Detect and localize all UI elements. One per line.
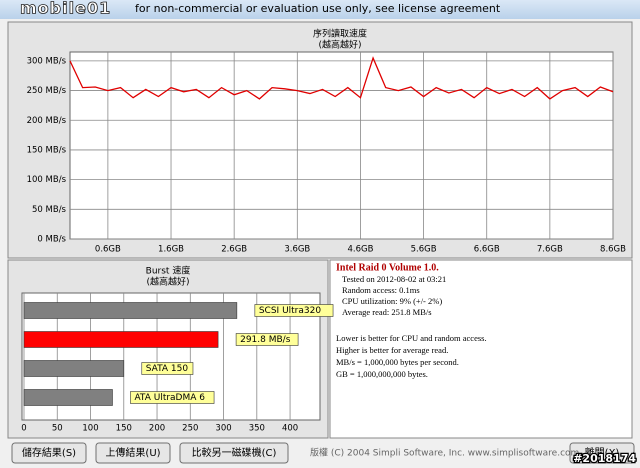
label-box [235, 333, 299, 346]
x-tick-label: 50 [52, 424, 63, 434]
button[interactable] [179, 442, 289, 464]
x-tick-label: 0 [21, 424, 26, 434]
x-tick-label: 250 [182, 424, 198, 434]
label-box [141, 362, 194, 375]
y-tick-label: 50 MB/s [32, 205, 67, 215]
info-line: Tested on 2012-08-02 at 03:21 [342, 274, 446, 284]
x-tick-label: 0.6GB [95, 245, 121, 255]
info-title: Intel Raid 0 Volume 1.0. [336, 262, 439, 273]
read-plot [69, 51, 614, 240]
window-title: for non-commercial or evaluation use onl… [135, 2, 501, 15]
info-note: MB/s = 1,000,000 bytes per second. [336, 357, 459, 367]
y-tick-label: 200 MB/s [27, 116, 67, 126]
watermark: mobile01 [20, 0, 111, 18]
button[interactable] [11, 442, 87, 464]
info-note: Higher is better for average read. [336, 345, 448, 355]
y-tick-label: 250 MB/s [27, 86, 67, 96]
bar [23, 360, 125, 377]
stamp: #2018174 [573, 452, 636, 465]
x-tick-label: 7.6GB [537, 245, 563, 255]
burst-title: Burst 速度 [146, 265, 191, 277]
value-label: 291.8 MB/s [240, 335, 291, 345]
label-box [130, 391, 215, 404]
x-tick-label: 200 [149, 424, 165, 434]
bar [23, 302, 238, 319]
button-label[interactable]: 離開(X) [585, 446, 620, 459]
y-tick-label: 150 MB/s [27, 145, 67, 155]
y-tick-label: 300 MB/s [27, 56, 67, 66]
x-tick-label: 150 [116, 424, 132, 434]
info-line: Average read: 251.8 MB/s [342, 307, 432, 317]
button-label[interactable]: 上傳結果(U) [105, 446, 160, 459]
y-tick-label: 0 MB/s [37, 235, 66, 245]
info-note: GB = 1,000,000,000 bytes. [336, 369, 428, 379]
x-tick-label: 4.6GB [347, 245, 373, 255]
read-line [69, 56, 614, 100]
bar-label: SATA 150 [146, 364, 189, 374]
info-line: CPU utilization: 9% (+/- 2%) [342, 296, 442, 306]
footer: 版權 (C) 2004 Simpli Software, Inc. www.si… [310, 447, 579, 459]
x-tick-label: 8.6GB [600, 245, 626, 255]
burst-subtitle: (越高越好) [146, 276, 189, 288]
read-title: 序列讀取速度 [313, 28, 367, 40]
x-tick-label: 100 [82, 424, 98, 434]
bar-label: SCSI Ultra320 [259, 306, 322, 316]
x-tick-label: 2.6GB [221, 245, 247, 255]
y-tick-label: 100 MB/s [27, 175, 67, 185]
button[interactable] [569, 442, 635, 464]
bar [23, 331, 219, 348]
x-tick-label: 5.6GB [411, 245, 437, 255]
x-tick-label: 3.6GB [284, 245, 310, 255]
x-tick-label: 400 [282, 424, 298, 434]
bar [23, 389, 113, 406]
info-panel [329, 259, 633, 439]
info-line: Random access: 0.1ms [342, 285, 420, 295]
button-label[interactable]: 比較另一磁碟機(C) [192, 446, 277, 459]
read-subtitle: (越高越好) [318, 39, 361, 51]
button-label[interactable]: 儲存結果(S) [22, 446, 76, 459]
label-box [254, 304, 334, 317]
x-tick-label: 6.6GB [474, 245, 500, 255]
button[interactable] [95, 442, 171, 464]
x-tick-label: 350 [249, 424, 265, 434]
x-tick-label: 300 [215, 424, 231, 434]
buttons: 儲存結果(S) 上傳結果(U) 比較另一磁碟機(C) 離開(X) [11, 442, 635, 464]
x-tick-label: 1.6GB [158, 245, 184, 255]
title-bar [0, 0, 640, 19]
bar-label: ATA UltraDMA 6 [134, 393, 205, 403]
info-note: Lower is better for CPU and random acces… [336, 333, 487, 343]
